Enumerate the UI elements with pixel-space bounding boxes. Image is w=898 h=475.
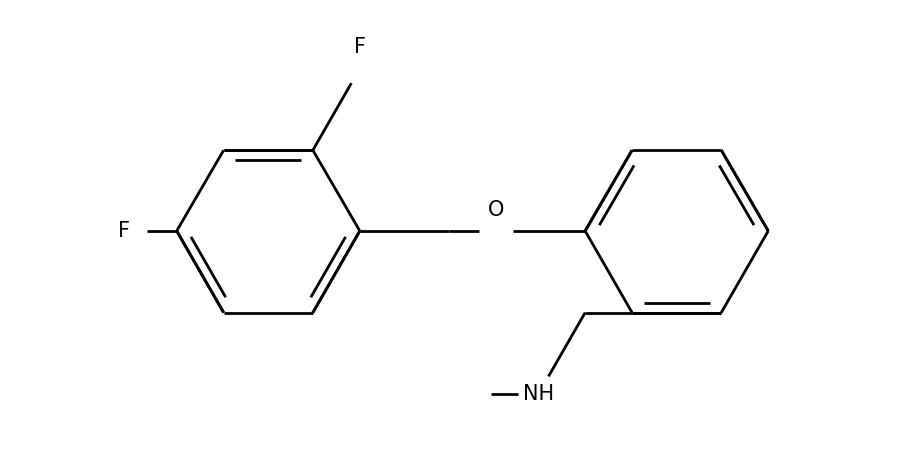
Text: F: F — [354, 37, 365, 57]
Text: F: F — [118, 221, 130, 241]
Text: O: O — [488, 200, 504, 219]
Text: NH: NH — [523, 384, 554, 404]
